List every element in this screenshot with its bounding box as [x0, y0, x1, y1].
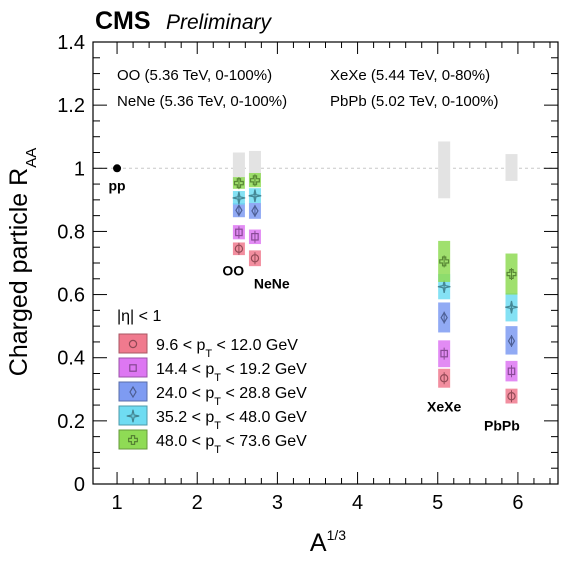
annotation-nene: NeNe (5.36 TeV, 0-100%) [117, 93, 287, 110]
y-tick-label: 0.2 [57, 411, 85, 433]
data-point-3 [232, 191, 246, 205]
normalization-box [232, 152, 245, 183]
data-point-1 [507, 367, 516, 376]
preliminary-label: Preliminary [166, 11, 273, 34]
legend-marker-4 [128, 435, 138, 445]
legend-label-0: 9.6 < pT < 12.0 GeV [156, 337, 298, 360]
annotation-xexe: XeXe (5.44 TeV, 0-80%) [330, 67, 490, 84]
y-tick-label: 1 [74, 158, 85, 180]
normalization-box-layer [232, 141, 518, 199]
data-point-2 [507, 334, 516, 348]
data-point-1 [440, 349, 448, 358]
y-tick-label: 0.6 [57, 285, 85, 307]
pp-point [113, 164, 122, 173]
legend-swatch-3 [118, 405, 148, 426]
y-tick-label: 0 [74, 474, 85, 496]
system-label: PbPb [484, 417, 520, 433]
legend-swatch-0 [118, 333, 148, 354]
data-point-2 [251, 204, 259, 218]
legend-swatch-1 [118, 357, 148, 378]
data-point-3 [248, 189, 262, 203]
y-tick-label: 1.4 [57, 32, 85, 54]
system-label: XeXe [427, 398, 461, 414]
legend-marker-0 [128, 339, 138, 349]
system-label: NeNe [254, 275, 290, 291]
system-label-layer: pp OO NeNe XeXe PbPb [108, 177, 519, 433]
legend-marker-2 [129, 385, 137, 399]
legend-marker-3 [126, 409, 140, 423]
data-point-3 [505, 300, 518, 314]
legend-swatch-4 [118, 429, 148, 450]
x-tick-label: 6 [512, 492, 523, 514]
data-point-0 [234, 244, 244, 253]
annotation-pbpb: PbPb (5.02 TeV, 0-100%) [330, 93, 498, 110]
legend-label-2: 24.0 < pT < 28.8 GeV [156, 385, 307, 408]
axes: 1 2 3 4 5 6 0 0.2 0.4 0.6 0.8 1 1.2 1.4 A1/3 Charged pa… [5, 32, 559, 557]
data-point-1 [235, 228, 243, 237]
x-axis-title: A1/3 [310, 527, 346, 556]
legend-label-4: 48.0 < pT < 73.6 GeV [156, 433, 307, 456]
legend-label-1: 14.4 < pT < 19.2 GeV [156, 361, 307, 384]
x-tick-label: 4 [352, 492, 363, 514]
data-point-4 [233, 178, 244, 189]
x-tick-label: 2 [192, 492, 203, 514]
x-tick-label: 3 [272, 492, 283, 514]
y-tick-label: 1.2 [57, 95, 85, 117]
legend-marker-1 [129, 364, 137, 372]
data-point-3 [437, 280, 451, 294]
cms-label: CMS [95, 7, 151, 35]
data-point-0 [439, 374, 449, 383]
data-point-4 [439, 256, 450, 267]
data-point-1 [251, 232, 259, 241]
y-axis-title: Charged particle RAA [5, 148, 40, 376]
normalization-box [505, 154, 518, 181]
data-point-0 [507, 392, 516, 401]
legend-label-3: 35.2 < pT < 48.0 GeV [156, 409, 307, 432]
data-point-2 [235, 204, 243, 217]
data-point-4 [506, 269, 517, 280]
x-tick-label: 1 [111, 492, 122, 514]
y-tick-label: 0.4 [57, 348, 85, 370]
x-tick-label: 5 [432, 492, 443, 514]
data-layer [113, 164, 518, 404]
y-tick-label: 0.8 [57, 221, 85, 243]
data-point-2 [440, 311, 448, 324]
eta-label: |η| < 1 [117, 308, 161, 325]
annotation-oo: OO (5.36 TeV, 0-100%) [117, 67, 272, 84]
data-point-4 [249, 175, 260, 186]
system-label: OO [222, 263, 244, 279]
normalization-box [438, 141, 451, 199]
system-label: pp [108, 177, 125, 193]
data-point-0 [250, 254, 260, 263]
legend-swatch-2 [118, 381, 148, 402]
